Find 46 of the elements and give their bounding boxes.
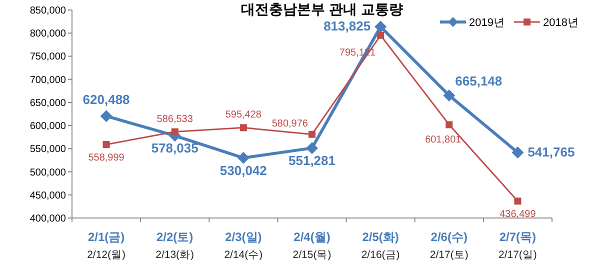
y-tick-label: 650,000 bbox=[30, 98, 66, 109]
x-tick-label: 2/7(목) 2/17(일) bbox=[498, 230, 537, 260]
point bbox=[240, 124, 247, 132]
y-tick-label: 850,000 bbox=[30, 6, 66, 16]
x-tick-label: 2/5(화) 2/16(금) bbox=[361, 230, 400, 260]
data-label: 601,801 bbox=[425, 134, 462, 146]
point bbox=[377, 32, 384, 39]
x-tick-label: 2/1(금) 2/12(월) bbox=[87, 230, 126, 260]
y-tick-label: 700,000 bbox=[30, 74, 66, 86]
data-label: 436,499 bbox=[500, 209, 536, 220]
point bbox=[171, 128, 178, 136]
point bbox=[100, 110, 112, 122]
y-tick-label: 800,000 bbox=[30, 28, 66, 40]
chart-title: 대전충남본부 관내 교통량 bbox=[241, 1, 403, 17]
data-label: 578,035 bbox=[151, 140, 198, 156]
legend-label: 2018년 bbox=[543, 17, 578, 29]
y-tick-label: 750,000 bbox=[30, 52, 66, 63]
data-label: 586,533 bbox=[156, 114, 194, 125]
point bbox=[102, 141, 110, 148]
data-label: 580,976 bbox=[272, 118, 308, 130]
data-label: 665,148 bbox=[455, 73, 502, 88]
data-label: 595,428 bbox=[225, 110, 262, 121]
y-tick-label: 600,000 bbox=[30, 121, 66, 132]
point bbox=[446, 121, 453, 128]
point bbox=[374, 20, 387, 33]
x-tick-label: 2/4(월) 2/15(목) bbox=[292, 230, 332, 260]
point bbox=[237, 152, 250, 164]
data-label: 620,488 bbox=[82, 92, 130, 108]
data-label: 558,999 bbox=[88, 152, 125, 164]
x-tick-label: 2/2(토) 2/13(화) bbox=[156, 230, 194, 260]
data-label: 541,765 bbox=[528, 144, 575, 160]
point bbox=[308, 130, 316, 138]
y-tick-label: 450,000 bbox=[30, 190, 66, 202]
point bbox=[443, 89, 456, 102]
legend-label: 2019년 bbox=[469, 17, 504, 29]
point bbox=[306, 142, 318, 154]
point bbox=[512, 146, 524, 158]
y-tick-label: 400,000 bbox=[30, 214, 66, 224]
data-label: 813,825 bbox=[324, 18, 371, 34]
y-tick-label: 500,000 bbox=[30, 167, 66, 178]
data-label: 530,042 bbox=[220, 162, 267, 178]
point bbox=[514, 198, 522, 205]
data-label: 551,281 bbox=[288, 153, 336, 168]
y-tick-label: 550,000 bbox=[30, 144, 66, 156]
x-tick-label: 2/6(수) 2/17(토) bbox=[430, 230, 468, 260]
x-tick-label: 2/3(일) 2/14(수) bbox=[224, 230, 263, 260]
